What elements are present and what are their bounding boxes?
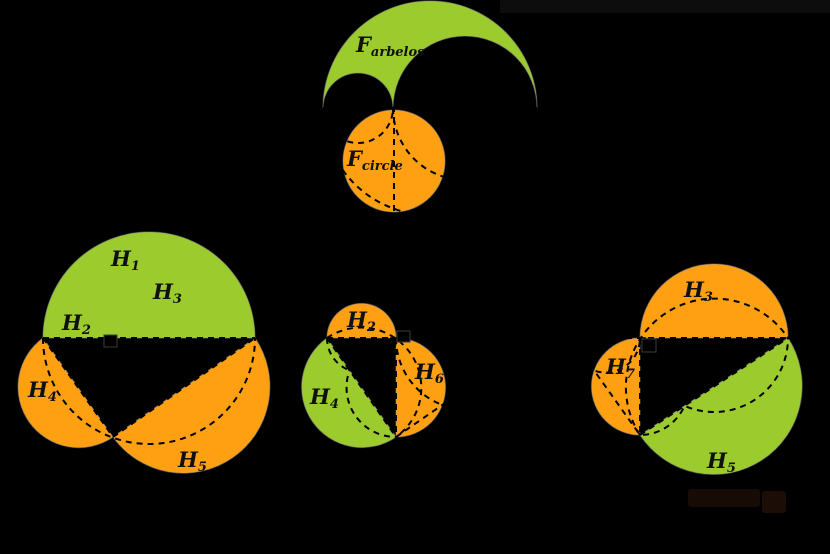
middle-h6-mirror-arc [345, 337, 397, 438]
label-f-circle: Fcircle [346, 146, 403, 174]
right-right-angle-marker [641, 338, 657, 353]
left-label-h2: H2 [61, 310, 91, 338]
left-big-semicircle [42, 231, 256, 339]
right-h5-semicircle [639, 337, 803, 475]
right-ad-segment-dashed [570, 337, 641, 436]
right-h2-circle-mirror-arc [570, 337, 641, 374]
middle-h2-mirror-arc [326, 337, 397, 374]
middle-circumcircle-mirror-arc [326, 326, 423, 438]
left-label-h4: H4 [27, 377, 57, 405]
middle-db-segment-dashed [395, 337, 540, 438]
watermark-blob [688, 489, 760, 507]
right-h3-mirror-arc [639, 337, 789, 413]
middle-label-h2: H2 [346, 307, 376, 335]
right-hypotenuse-dashed [639, 337, 789, 436]
middle-right-angle-marker [396, 330, 411, 343]
right-label-h5: H5 [706, 448, 736, 476]
middle-h4-semicircle [301, 337, 397, 449]
middle-label-h4: H4 [309, 384, 339, 412]
right-figure: H3 H7 H5 [570, 263, 803, 476]
left-h4-semicircle [17, 337, 114, 449]
left-leg-ad-dashed [42, 337, 114, 438]
watermark-blob-icon [762, 491, 786, 513]
middle-figure: H2 H6 H4 [301, 302, 540, 449]
middle-h6-semicircle [395, 337, 447, 438]
top-left-inner-mirror-arc [322, 107, 394, 144]
middle-h3-circle-mirror-arc [395, 337, 540, 411]
right-label-h3: H3 [683, 277, 713, 305]
right-circumcircle-mirror-arc [624, 297, 789, 436]
left-label-h1: H1 [110, 246, 140, 274]
top-right-inner-mirror-arc [392, 107, 538, 181]
left-label-h3: H3 [152, 279, 182, 307]
arbelos-shape [322, 0, 538, 109]
right-h7-semicircle [590, 337, 641, 436]
left-figure: H1 H3 H2 H4 H5 [17, 231, 271, 475]
faint-artifact-strip [500, 0, 830, 13]
left-foot-marker [103, 334, 118, 348]
left-h5-semicircle [112, 337, 271, 474]
top-outer-circle-mirror-arc [322, 107, 538, 216]
right-h3-semicircle [639, 263, 789, 339]
middle-label-h6: H6 [414, 359, 444, 387]
left-big-circle-mirror-arc [42, 337, 256, 445]
left-leg-db-dashed [112, 337, 256, 438]
right-label-h7: H7 [605, 354, 635, 382]
middle-hypotenuse-dashed [326, 337, 397, 438]
label-f-arbelos: Farbelos [355, 32, 425, 60]
left-label-h5: H5 [177, 447, 207, 475]
top-figure: Farbelos Fcircle [322, 0, 538, 216]
middle-h2-semicircle [326, 302, 397, 339]
